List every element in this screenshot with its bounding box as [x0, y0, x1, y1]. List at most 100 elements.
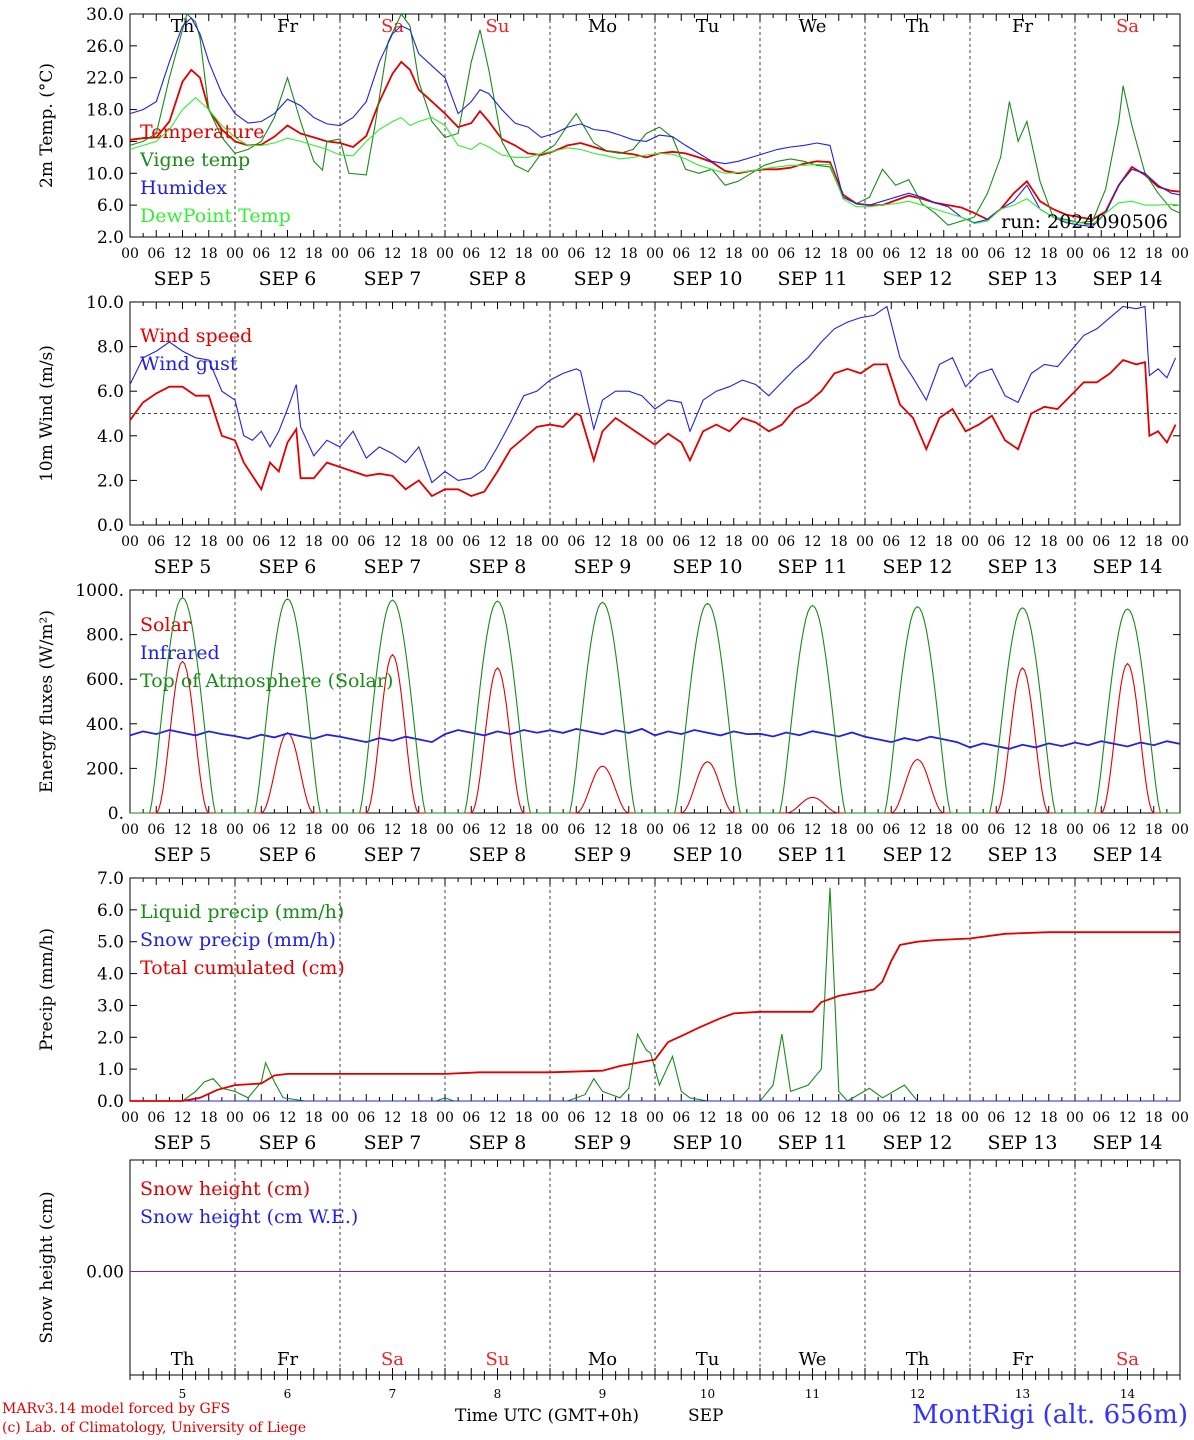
precip-y-tick-label: 4.0 — [97, 965, 124, 985]
precip-hour-label: 06 — [672, 1110, 690, 1126]
wind-hour-label: 18 — [410, 534, 428, 550]
temperature-legend-vigne-temp: Vigne temp — [139, 149, 250, 171]
wind-date-label: SEP 10 — [673, 556, 743, 578]
energy-hour-label: 12 — [804, 822, 822, 838]
lab-credit: (c) Lab. of Climatology, University of L… — [2, 1420, 307, 1436]
temperature-hour-label: 18 — [935, 246, 953, 262]
temperature-hour-label: 12 — [279, 246, 297, 262]
energy-hour-label: 12 — [1014, 822, 1032, 838]
temperature-hour-label: 06 — [672, 246, 690, 262]
temperature-hour-label: 12 — [909, 246, 927, 262]
temperature-hour-label: 00 — [331, 246, 349, 262]
wind-hour-label: 06 — [777, 534, 795, 550]
wind-date-label: SEP 8 — [469, 556, 527, 578]
precip-hour-label: 00 — [541, 1110, 559, 1126]
wind-hour-label: 12 — [804, 534, 822, 550]
precip-y-tick-label: 7.0 — [97, 869, 124, 889]
precip-hour-label: 06 — [147, 1110, 165, 1126]
precip-legend-liquid-precip-mm-h: Liquid precip (mm/h) — [140, 901, 344, 923]
energy-legend-top-of-atmosphere-solar: Top of Atmosphere (Solar) — [140, 670, 393, 692]
day-number-label: 8 — [494, 1387, 502, 1401]
wind-hour-label: 06 — [462, 534, 480, 550]
temperature-hour-label: 12 — [1119, 246, 1137, 262]
wind-hour-label: 00 — [331, 534, 349, 550]
wind-hour-label: 06 — [147, 534, 165, 550]
energy-hour-label: 18 — [935, 822, 953, 838]
precip-hour-label: 12 — [1014, 1110, 1032, 1126]
snow-y-tick-label: 0.00 — [86, 1263, 124, 1283]
precip-hour-label: 06 — [357, 1110, 375, 1126]
temperature-hour-label: 12 — [384, 246, 402, 262]
energy-legend-infrared: Infrared — [140, 642, 220, 664]
wind-date-label: SEP 7 — [364, 556, 422, 578]
temperature-hour-label: 06 — [1092, 246, 1110, 262]
precip-hour-label: 06 — [567, 1110, 585, 1126]
precip-hour-label: 18 — [1145, 1110, 1163, 1126]
energy-hour-label: 06 — [672, 822, 690, 838]
energy-hour-label: 12 — [699, 822, 717, 838]
wind-hour-label: 12 — [594, 534, 612, 550]
precip-y-tick-label: 1.0 — [97, 1060, 124, 1080]
temperature-y-tick-label: 2.0 — [97, 228, 124, 248]
wind-hour-label: 12 — [384, 534, 402, 550]
energy-date-label: SEP 5 — [154, 844, 212, 866]
energy-y-axis-label: Energy fluxes (W/m²) — [37, 610, 57, 793]
wind-date-label: SEP 13 — [988, 556, 1058, 578]
precip-date-label: SEP 8 — [469, 1132, 527, 1154]
temperature-hour-label: 00 — [961, 246, 979, 262]
precip-legend-snow-precip-mm-h: Snow precip (mm/h) — [140, 929, 336, 951]
temperature-hour-label: 06 — [987, 246, 1005, 262]
energy-plot-frame — [129, 589, 1181, 814]
temperature-y-tick-label: 18.0 — [86, 101, 124, 121]
energy-hour-label: 06 — [252, 822, 270, 838]
energy-hour-label: 18 — [1040, 822, 1058, 838]
energy-hour-label: 18 — [200, 822, 218, 838]
wind-hour-label: 00 — [1066, 534, 1084, 550]
precip-hour-label: 12 — [384, 1110, 402, 1126]
wind-date-label: SEP 5 — [154, 556, 212, 578]
temperature-series-vigne-temp — [129, 12, 1181, 226]
precip-hour-label: 00 — [751, 1110, 769, 1126]
precip-legend-total-cumulated-cm: Total cumulated (cm) — [140, 957, 345, 979]
wind-hour-label: 12 — [909, 534, 927, 550]
energy-series-infrared — [129, 727, 1181, 750]
temperature-legend-dewpoint-temp: DewPoint Temp — [140, 205, 291, 227]
wind-hour-label: 18 — [305, 534, 323, 550]
energy-hour-label: 00 — [226, 822, 244, 838]
temperature-hour-label: 00 — [1066, 246, 1084, 262]
temperature-series-humidex — [129, 17, 1181, 228]
precip-hour-label: 06 — [1092, 1110, 1110, 1126]
temperature-hour-label: 12 — [174, 246, 192, 262]
day-number-label: 14 — [1120, 1387, 1136, 1401]
wind-y-tick-label: 10.0 — [86, 293, 124, 313]
energy-hour-label: 12 — [909, 822, 927, 838]
temperature-hour-label: 06 — [252, 246, 270, 262]
temperature-hour-label: 18 — [305, 246, 323, 262]
energy-y-tick-label: 800. — [86, 626, 124, 646]
snow-y-axis-label: Snow height (cm) — [37, 1191, 57, 1343]
energy-y-tick-label: 1000. — [75, 581, 124, 601]
snow-legend-snow-height-cm-w-e: Snow height (cm W.E.) — [140, 1206, 358, 1228]
temperature-date-label: SEP 5 — [154, 268, 212, 290]
energy-date-label: SEP 10 — [673, 844, 743, 866]
temperature-hour-label: 00 — [121, 246, 139, 262]
energy-hour-label: 00 — [1171, 822, 1189, 838]
precip-hour-label: 18 — [830, 1110, 848, 1126]
temperature-y-tick-label: 22.0 — [86, 69, 124, 89]
wind-hour-label: 00 — [646, 534, 664, 550]
wind-series-wind-speed — [129, 358, 1177, 498]
day-name-label: Mo — [588, 1349, 617, 1370]
wind-hour-label: 06 — [357, 534, 375, 550]
wind-hour-label: 12 — [489, 534, 507, 550]
energy-date-label: SEP 6 — [259, 844, 317, 866]
temperature-hour-label: 12 — [1014, 246, 1032, 262]
energy-date-label: SEP 7 — [364, 844, 422, 866]
wind-y-tick-label: 8.0 — [97, 338, 124, 358]
temperature-y-tick-label: 26.0 — [86, 37, 124, 57]
wind-hour-label: 00 — [121, 534, 139, 550]
precip-series-liquid-precip-mm-h — [130, 887, 1180, 1102]
wind-y-tick-label: 2.0 — [97, 471, 124, 491]
wind-date-label: SEP 6 — [259, 556, 317, 578]
wind-series-wind-gust — [129, 305, 1177, 484]
temperature-hour-label: 06 — [357, 246, 375, 262]
